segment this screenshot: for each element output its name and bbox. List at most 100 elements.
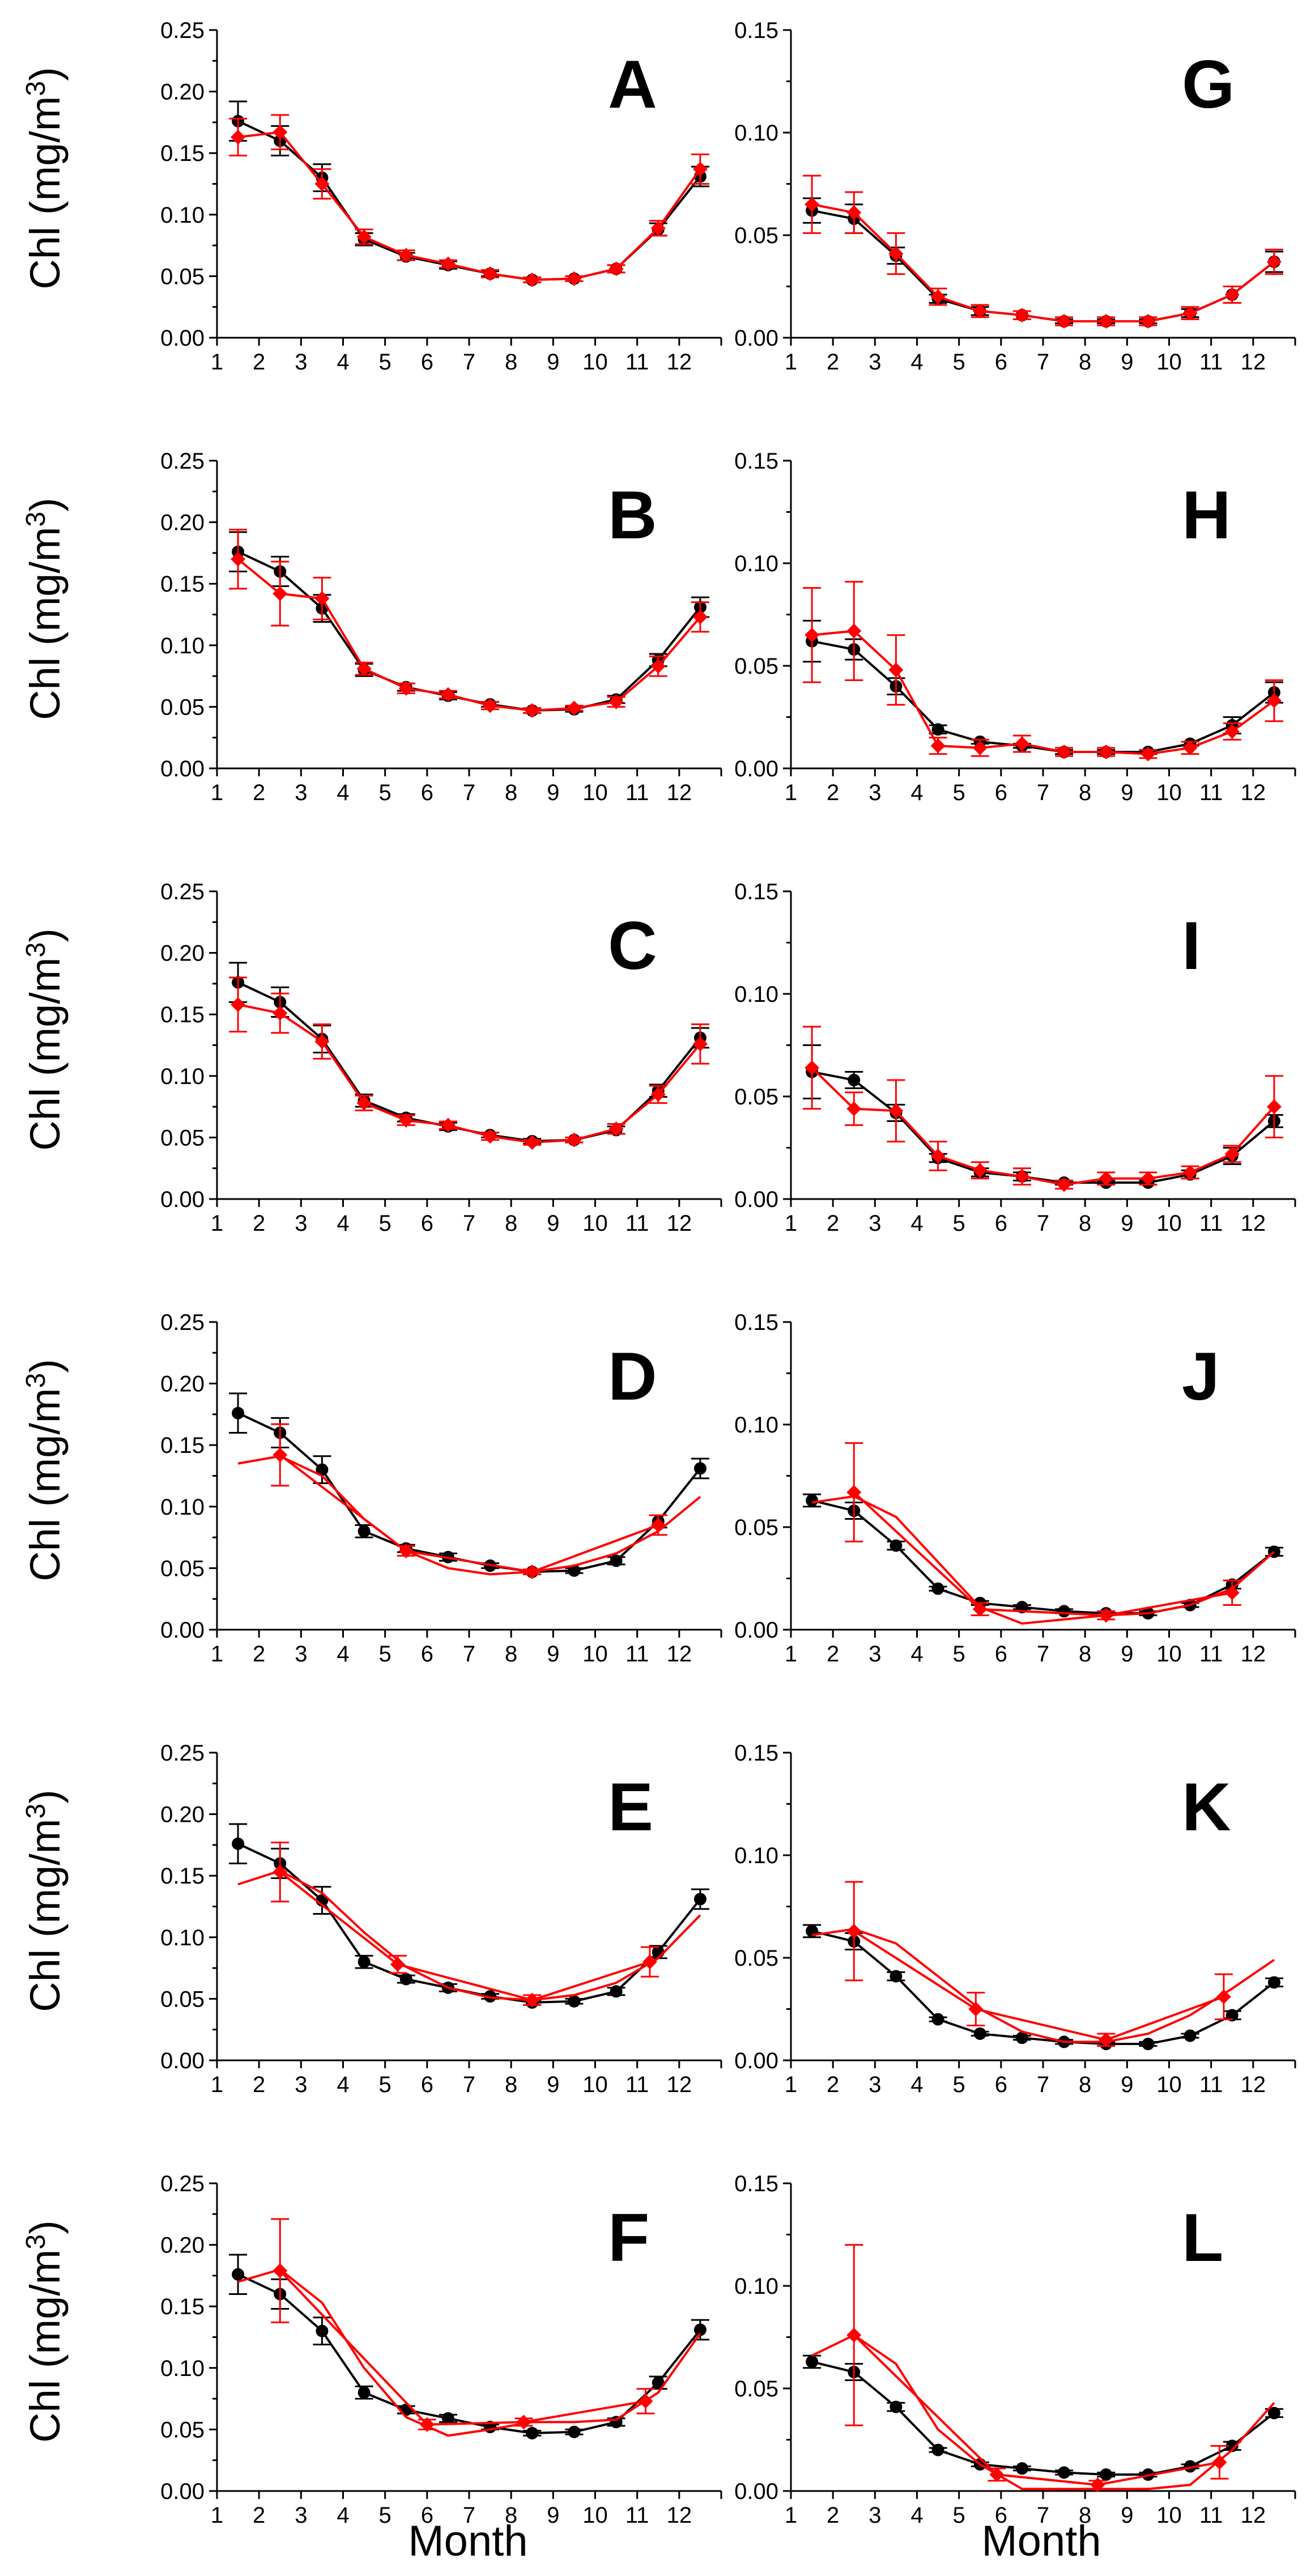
y-tick-label-h: 0.05 [734, 654, 778, 679]
data-point-model-b [650, 658, 666, 674]
panel-label-c: C [608, 908, 657, 984]
y-tick-label-i: 0.15 [734, 879, 778, 904]
data-point-model-h [1182, 740, 1198, 755]
data-point-reference-i [848, 1074, 861, 1087]
y-tick-label-i: 0.10 [734, 982, 778, 1007]
data-point-reference-d [568, 1564, 581, 1577]
y-tick-label-f: 0.15 [160, 2294, 205, 2319]
data-point-model-k [1099, 2032, 1114, 2047]
x-tick-label-h: 6 [995, 780, 1007, 805]
data-point-model-b [608, 694, 624, 709]
y-axis-label-d: Chl (mg/m3) [21, 1359, 69, 1582]
x-tick-label-h: 8 [1079, 780, 1091, 805]
data-point-model-j [1224, 1585, 1240, 1600]
data-point-model-h [1057, 745, 1072, 760]
x-tick-label-b: 1 [211, 780, 223, 805]
series-line-model-curve-l [811, 2333, 1275, 2490]
x-axis-label-right: Month [981, 2517, 1101, 2565]
data-point-model-e [525, 1992, 540, 2008]
x-tick-label-b: 8 [505, 780, 517, 805]
data-point-model-l [1212, 2455, 1227, 2470]
data-point-model-b [440, 687, 456, 702]
data-point-model-c [398, 1112, 414, 1128]
data-point-reference-k [973, 2027, 986, 2040]
x-tick-label-e: 5 [379, 2072, 391, 2097]
data-point-model-a [650, 220, 666, 236]
data-point-reference-e [358, 1956, 371, 1969]
panel-e: 0.000.050.100.150.200.251 2 3 4 5 6 7 8 9 10 11 12E… [21, 1741, 722, 2097]
data-point-model-i [805, 1060, 820, 1076]
y-tick-label-c: 0.00 [160, 1187, 205, 1212]
data-point-model-j [1099, 1608, 1114, 1623]
x-tick-label-i: 6 [995, 1211, 1007, 1236]
x-tick-label-d: 5 [379, 1642, 391, 1667]
panel-label-e: E [608, 1769, 653, 1845]
data-point-reference-k [1225, 2009, 1239, 2022]
series-line-model-j [853, 1491, 1233, 1617]
x-tick-label-g: 4 [910, 350, 923, 375]
series-line-reference-d [237, 1412, 701, 1573]
y-tick-label-k: 0.00 [734, 2048, 778, 2073]
x-tick-label-k: 5 [953, 2072, 965, 2097]
series-line-model-a [237, 131, 701, 281]
y-tick-label-j: 0.15 [734, 1310, 778, 1335]
panel-b: 0.000.050.100.150.200.251 2 3 4 5 6 7 8 9 10 11 12B… [21, 449, 722, 805]
data-point-reference-l [1015, 2462, 1028, 2475]
data-point-reference-l [1184, 2460, 1197, 2473]
x-tick-label-a: 3 [295, 350, 307, 375]
y-tick-label-a: 0.10 [160, 203, 205, 228]
x-tick-label-g: 6 [995, 350, 1007, 375]
data-point-model-b [567, 700, 582, 716]
x-tick-label-g: 7 [1037, 350, 1049, 375]
y-tick-label-b: 0.00 [160, 756, 205, 781]
x-tick-label-g: 2 [827, 350, 839, 375]
data-point-reference-l [806, 2355, 819, 2368]
x-tick-label-d: 4 [337, 1642, 349, 1667]
x-axis-label-left: Month [408, 2517, 527, 2565]
x-tick-label-h: 5 [953, 780, 965, 805]
x-tick-label-e: 6 [421, 2072, 433, 2097]
series-line-model-curve-j [811, 1495, 1275, 1625]
data-point-model-c [356, 1095, 372, 1111]
x-tick-label-g: 1 [785, 350, 797, 375]
data-point-reference-f [358, 2386, 371, 2399]
data-point-reference-f [399, 2403, 412, 2416]
panel-label-j: J [1182, 1338, 1220, 1414]
data-point-model-b [314, 591, 330, 606]
x-tick-label-i: 10 [1156, 1211, 1182, 1236]
y-tick-label-b: 0.05 [160, 695, 205, 720]
panel-h: 0.000.050.100.151 2 3 4 5 6 7 8 9 10 11 12H [734, 449, 1296, 805]
x-tick-label-h: 1 [785, 780, 797, 805]
y-tick-label-c: 0.10 [160, 1064, 205, 1089]
data-point-reference-e [399, 1973, 412, 1986]
x-tick-label-f: 1 [211, 2503, 223, 2528]
data-point-model-g [1140, 314, 1156, 329]
x-tick-label-f: 9 [547, 2503, 559, 2528]
x-tick-label-h: 7 [1037, 780, 1049, 805]
x-tick-label-l: 2 [827, 2503, 839, 2528]
y-tick-label-e: 0.00 [160, 2048, 205, 2073]
data-point-model-i [1266, 1099, 1282, 1115]
panel-label-h: H [1182, 477, 1231, 553]
panel-g: 0.000.050.100.151 2 3 4 5 6 7 8 9 10 11 12G [734, 18, 1296, 375]
x-tick-label-l: 3 [869, 2503, 881, 2528]
data-point-model-d [650, 1517, 666, 1533]
data-point-reference-j [931, 1582, 944, 1595]
series-line-model-b [237, 558, 701, 712]
data-point-reference-l [1225, 2439, 1239, 2452]
data-point-model-b [231, 551, 246, 567]
x-tick-label-i: 3 [869, 1211, 881, 1236]
x-tick-label-e: 4 [337, 2072, 349, 2097]
x-tick-label-g: 12 [1241, 350, 1266, 375]
data-point-reference-e [610, 1985, 623, 1998]
x-tick-label-d: 10 [582, 1642, 608, 1667]
data-point-model-k [968, 2001, 984, 2017]
y-tick-label-f: 0.05 [160, 2417, 205, 2442]
data-point-reference-k [1267, 1976, 1280, 1989]
x-tick-label-i: 8 [1079, 1211, 1091, 1236]
x-tick-label-g: 9 [1121, 350, 1133, 375]
data-point-model-b [398, 681, 414, 696]
data-point-model-h [805, 627, 820, 643]
x-tick-label-a: 6 [421, 350, 433, 375]
